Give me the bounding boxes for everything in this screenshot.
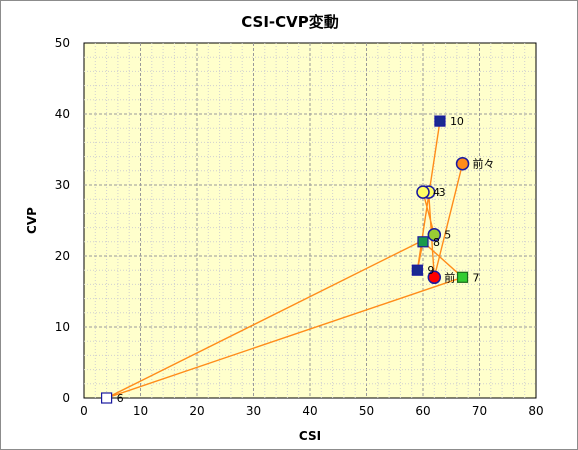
- y-tick-label: 30: [55, 178, 70, 192]
- y-axis-ticks: 0 10 20 30 40 50: [55, 36, 70, 405]
- point-6: [100, 392, 113, 404]
- y-tick-label: 50: [55, 36, 70, 50]
- x-tick-label: 70: [472, 404, 487, 418]
- data-points: [100, 115, 470, 404]
- x-tick-label: 50: [359, 404, 374, 418]
- x-tick-label: 40: [302, 404, 317, 418]
- x-tick-label: 80: [528, 404, 543, 418]
- point-label-4: 4: [433, 186, 440, 199]
- x-axis-ticks: 0 10 20 30 40 50 60 70 80: [80, 404, 543, 418]
- x-tick-label: 10: [133, 404, 148, 418]
- point-label-7: 7: [473, 271, 480, 284]
- y-tick-label: 10: [55, 320, 70, 334]
- point-前: [427, 270, 442, 285]
- x-tick-label: 30: [246, 404, 261, 418]
- point-label-前々: 前々: [473, 157, 495, 171]
- y-axis-title: CVP: [25, 207, 39, 234]
- point-4: [416, 185, 430, 199]
- point-前々: [455, 156, 470, 171]
- x-tick-label: 0: [80, 404, 88, 418]
- point-label-9: 9: [427, 264, 434, 277]
- point-8: [417, 236, 429, 248]
- point-label-10: 10: [450, 115, 464, 128]
- x-axis-title: CSI: [299, 429, 321, 443]
- point-label-3: 3: [439, 186, 446, 199]
- point-label-6: 6: [117, 392, 124, 405]
- point-9: [411, 264, 423, 276]
- grid-lines: [84, 43, 536, 398]
- point-7: [456, 271, 469, 283]
- point-label-前: 前: [444, 270, 455, 284]
- point-label-8: 8: [433, 236, 440, 249]
- point-10: [434, 115, 446, 127]
- chart-title: CSI-CVP変動: [241, 13, 339, 31]
- y-tick-label: 0: [62, 391, 70, 405]
- x-tick-label: 60: [415, 404, 430, 418]
- point-5: [427, 227, 442, 242]
- y-tick-label: 20: [55, 249, 70, 263]
- point-label-5: 5: [444, 229, 451, 242]
- x-tick-label: 20: [189, 404, 204, 418]
- y-tick-label: 40: [55, 107, 70, 121]
- point-labels: 前々前 34 5 6 7 8 9 10: [117, 115, 495, 405]
